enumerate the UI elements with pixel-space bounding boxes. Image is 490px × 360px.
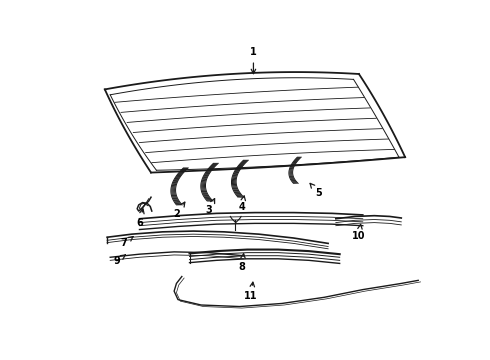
Text: 8: 8 [239,254,245,271]
Text: 2: 2 [173,202,185,219]
Text: 3: 3 [205,199,215,215]
Text: 9: 9 [113,255,125,266]
Text: 4: 4 [239,196,245,212]
Text: 7: 7 [121,237,133,248]
Text: 1: 1 [250,48,257,74]
Text: 11: 11 [245,282,258,301]
Text: 6: 6 [136,209,144,228]
Text: 10: 10 [352,224,366,241]
Text: 5: 5 [310,183,322,198]
